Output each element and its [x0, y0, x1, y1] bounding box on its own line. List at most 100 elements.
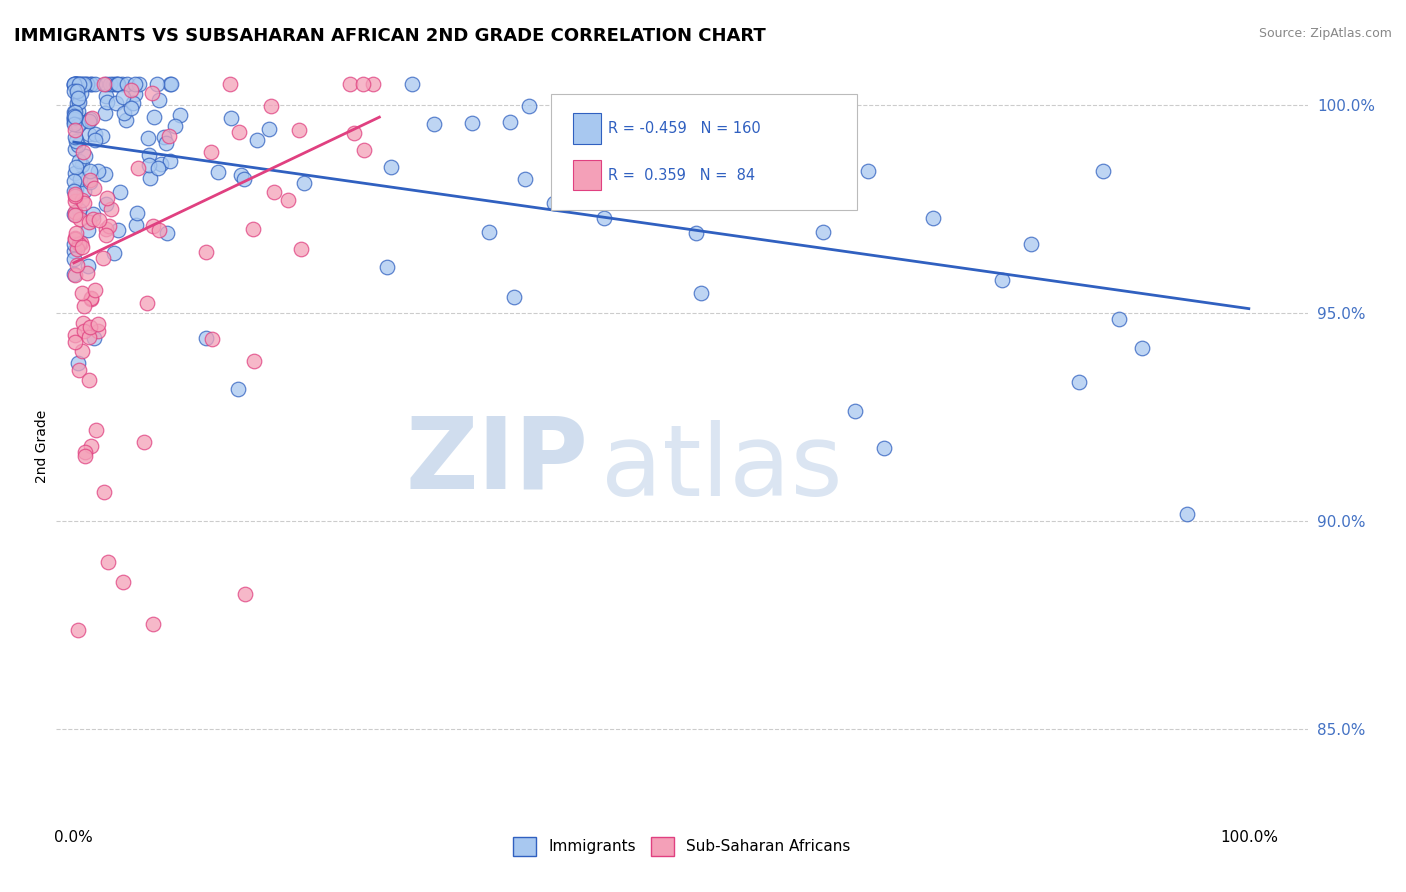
Point	[67, 236, 90, 251]
Point	[115, 113, 138, 128]
Point	[201, 333, 224, 347]
Point	[163, 120, 186, 134]
Point	[257, 121, 280, 136]
Point	[79, 164, 101, 178]
Point	[63, 185, 86, 199]
Point	[63, 105, 86, 120]
Point	[94, 221, 117, 235]
Point	[228, 125, 250, 139]
Point	[127, 161, 149, 175]
Point	[352, 77, 374, 91]
Point	[70, 86, 93, 100]
Point	[63, 111, 86, 125]
Point	[63, 335, 86, 350]
Point	[73, 299, 96, 313]
Point	[66, 242, 89, 256]
Point	[67, 77, 90, 91]
Point	[159, 77, 181, 91]
Point	[80, 77, 103, 91]
Text: Source: ZipAtlas.com: Source: ZipAtlas.com	[1258, 27, 1392, 40]
Point	[94, 197, 117, 211]
Text: IMMIGRANTS VS SUBSAHARAN AFRICAN 2ND GRADE CORRELATION CHART: IMMIGRANTS VS SUBSAHARAN AFRICAN 2ND GRA…	[14, 27, 766, 45]
Point	[679, 137, 702, 152]
Point	[77, 373, 100, 387]
Point	[422, 117, 444, 131]
Point	[138, 158, 160, 172]
Point	[148, 161, 170, 176]
Point	[380, 160, 402, 174]
Point	[67, 95, 90, 109]
Point	[593, 211, 616, 225]
Point	[107, 222, 129, 236]
Point	[503, 290, 526, 304]
Y-axis label: 2nd Grade: 2nd Grade	[35, 409, 49, 483]
FancyBboxPatch shape	[551, 94, 858, 210]
Point	[73, 324, 96, 338]
Text: atlas: atlas	[600, 420, 842, 517]
Point	[762, 179, 785, 194]
Point	[101, 77, 124, 91]
Point	[120, 83, 142, 97]
Point	[63, 207, 86, 221]
Point	[603, 178, 626, 192]
Point	[63, 109, 86, 123]
Point	[513, 172, 536, 186]
Point	[478, 225, 501, 239]
Point	[76, 266, 98, 280]
Point	[195, 244, 218, 259]
Point	[70, 77, 93, 91]
Point	[79, 112, 101, 127]
Point	[339, 77, 361, 91]
Point	[246, 133, 269, 147]
Point	[922, 211, 945, 225]
Point	[63, 208, 86, 222]
Point	[67, 84, 90, 98]
Point	[288, 123, 311, 137]
Bar	[574, 160, 600, 190]
Point	[195, 331, 218, 345]
Point	[517, 99, 540, 113]
Point	[63, 188, 86, 202]
Point	[66, 91, 89, 105]
Point	[77, 260, 100, 274]
Point	[63, 117, 86, 131]
Point	[290, 242, 312, 256]
Point	[138, 147, 160, 161]
Point	[70, 158, 93, 172]
Point	[63, 327, 86, 342]
Point	[84, 132, 107, 146]
Point	[219, 111, 242, 125]
Point	[124, 77, 146, 91]
Point	[94, 88, 117, 103]
Point	[63, 268, 86, 282]
Point	[63, 142, 86, 156]
Point	[1108, 311, 1130, 326]
Point	[229, 168, 252, 182]
Point	[63, 110, 86, 124]
Text: R =  0.359   N =  84: R = 0.359 N = 84	[607, 168, 755, 183]
Point	[66, 95, 89, 110]
Point	[70, 344, 93, 359]
Point	[72, 193, 94, 207]
Point	[94, 167, 117, 181]
Point	[134, 434, 156, 449]
Point	[70, 240, 93, 254]
Point	[145, 77, 167, 91]
Point	[72, 78, 94, 93]
Point	[120, 102, 142, 116]
Point	[84, 423, 107, 437]
Point	[65, 84, 87, 98]
Point	[83, 127, 105, 141]
Point	[91, 128, 114, 143]
Point	[75, 149, 97, 163]
Point	[79, 320, 101, 334]
Point	[226, 383, 249, 397]
Point	[63, 232, 86, 246]
Bar	[574, 113, 600, 144]
Point	[63, 174, 86, 188]
Point	[65, 231, 87, 245]
Point	[63, 84, 86, 98]
Point	[155, 136, 177, 150]
Point	[155, 226, 177, 240]
Point	[148, 223, 170, 237]
